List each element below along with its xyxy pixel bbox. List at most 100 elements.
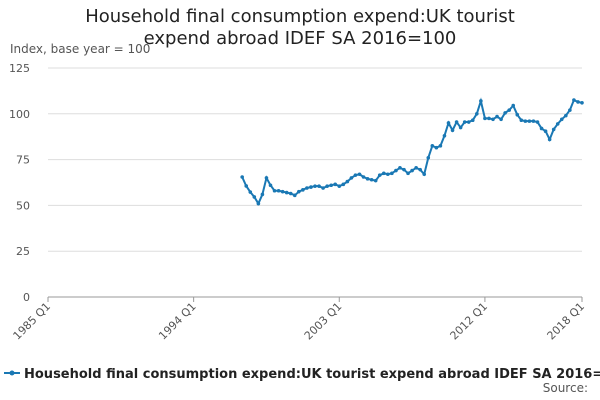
x-tick-label: 1985 Q1 bbox=[11, 300, 54, 343]
point bbox=[543, 129, 548, 134]
chart-title: Household final consumption expend:UK to… bbox=[85, 6, 515, 49]
point bbox=[240, 175, 244, 179]
point bbox=[414, 166, 418, 170]
y-tick-label: 125 bbox=[9, 62, 30, 75]
point bbox=[341, 182, 346, 187]
point bbox=[547, 137, 552, 142]
point bbox=[272, 188, 277, 193]
point bbox=[398, 166, 402, 170]
point bbox=[458, 125, 463, 130]
point bbox=[418, 167, 422, 172]
point bbox=[568, 108, 572, 112]
point bbox=[523, 119, 528, 123]
point bbox=[244, 184, 249, 188]
point bbox=[479, 99, 483, 103]
point bbox=[495, 114, 499, 119]
series-line bbox=[241, 97, 583, 206]
y-tick-label: 75 bbox=[16, 154, 30, 167]
point bbox=[402, 167, 406, 172]
point bbox=[264, 176, 269, 180]
point bbox=[539, 126, 544, 131]
point bbox=[309, 185, 313, 189]
point bbox=[365, 177, 370, 181]
source: Source: bbox=[543, 381, 588, 395]
point bbox=[446, 121, 451, 125]
point bbox=[410, 168, 414, 173]
point bbox=[305, 186, 309, 190]
legend-marker bbox=[9, 370, 15, 376]
x-tick-label: 1994 Q1 bbox=[156, 300, 199, 343]
point bbox=[507, 108, 511, 112]
y-tick-label: 0 bbox=[23, 291, 30, 304]
point bbox=[426, 155, 431, 160]
point bbox=[438, 144, 443, 148]
point bbox=[325, 184, 329, 188]
point bbox=[487, 116, 491, 121]
point bbox=[349, 176, 354, 180]
point bbox=[551, 127, 556, 132]
point bbox=[386, 172, 390, 177]
x-tick-label: 2012 Q1 bbox=[447, 300, 490, 343]
y-axis-label: Index, base year = 100 bbox=[10, 42, 150, 56]
point bbox=[317, 184, 321, 188]
point bbox=[515, 112, 520, 117]
point bbox=[381, 171, 386, 176]
point bbox=[313, 184, 317, 188]
point bbox=[288, 191, 293, 196]
point bbox=[430, 144, 435, 148]
y-tick-label: 50 bbox=[16, 199, 30, 212]
point bbox=[329, 183, 333, 188]
point bbox=[333, 182, 338, 187]
x-tick-label: 2018 Q1 bbox=[545, 300, 588, 343]
legend-label: Household final consumption expend:UK to… bbox=[24, 367, 600, 382]
point bbox=[337, 184, 342, 188]
x-tick-label: 2003 Q1 bbox=[302, 300, 345, 343]
point bbox=[535, 120, 540, 124]
y-tick-label: 100 bbox=[9, 108, 30, 121]
point bbox=[580, 101, 584, 105]
point bbox=[511, 103, 516, 108]
point bbox=[422, 172, 427, 177]
point bbox=[559, 117, 564, 122]
point bbox=[466, 120, 471, 124]
point bbox=[491, 117, 495, 122]
point bbox=[394, 168, 398, 173]
point bbox=[377, 173, 382, 177]
point bbox=[268, 183, 273, 188]
point bbox=[276, 188, 281, 193]
point bbox=[434, 145, 439, 150]
point bbox=[450, 128, 455, 133]
point bbox=[519, 118, 524, 123]
point bbox=[357, 172, 362, 177]
point bbox=[499, 117, 503, 122]
point bbox=[301, 188, 305, 192]
point bbox=[531, 119, 536, 123]
point bbox=[462, 120, 467, 124]
point bbox=[454, 120, 459, 124]
point bbox=[353, 173, 358, 177]
point bbox=[483, 116, 487, 121]
point bbox=[390, 171, 394, 176]
point bbox=[361, 175, 366, 179]
point bbox=[321, 186, 325, 190]
point bbox=[503, 111, 507, 115]
point bbox=[284, 190, 289, 195]
point bbox=[572, 98, 576, 102]
point bbox=[345, 179, 350, 184]
point bbox=[248, 190, 253, 194]
point bbox=[252, 195, 257, 199]
point bbox=[256, 201, 261, 206]
point bbox=[369, 177, 374, 182]
point bbox=[555, 122, 560, 126]
point bbox=[373, 178, 378, 183]
point bbox=[470, 118, 475, 123]
point bbox=[564, 113, 568, 118]
point bbox=[297, 189, 301, 194]
y-tick-label: 25 bbox=[16, 245, 30, 258]
point bbox=[280, 189, 285, 194]
point bbox=[406, 171, 410, 176]
point bbox=[292, 193, 297, 198]
point bbox=[475, 112, 479, 116]
point bbox=[576, 100, 580, 104]
